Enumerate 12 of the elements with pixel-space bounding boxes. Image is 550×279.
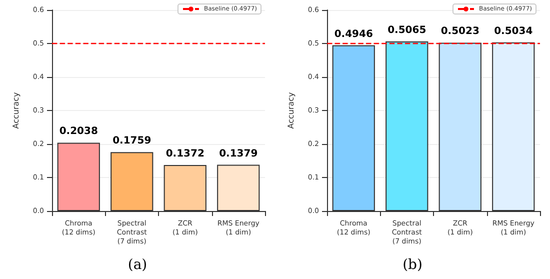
data-label: 0.1379 (219, 148, 258, 160)
data-label: 0.1759 (112, 136, 152, 147)
data-label: 0.5034 (494, 26, 533, 37)
text: (a) (128, 257, 148, 273)
data-label: 0.4946 (334, 28, 373, 40)
data-label: 0.2038 (59, 126, 98, 138)
y-axis-title: Accuracy (286, 92, 296, 129)
y-axis-title: Accuracy (12, 92, 20, 129)
data-label: 0.5023 (440, 26, 480, 38)
data-label: 0.1372 (166, 148, 204, 160)
text: (b) (402, 257, 422, 273)
data-label: 0.5065 (388, 24, 426, 36)
